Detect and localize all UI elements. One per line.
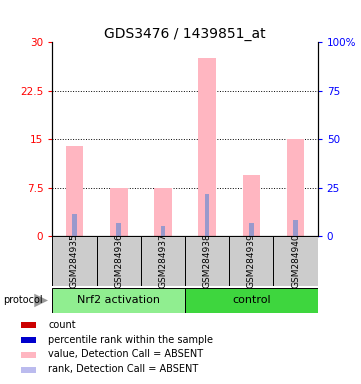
Bar — [21, 337, 36, 343]
Bar — [198, 58, 216, 236]
Text: GSM284940: GSM284940 — [291, 234, 300, 288]
Bar — [185, 236, 229, 286]
Bar — [21, 323, 36, 328]
Text: protocol: protocol — [4, 295, 43, 306]
Bar — [274, 236, 318, 286]
Text: Nrf2 activation: Nrf2 activation — [77, 295, 160, 306]
Bar — [185, 288, 318, 313]
Text: GSM284938: GSM284938 — [203, 234, 212, 288]
Bar — [205, 194, 209, 236]
Bar — [229, 236, 274, 286]
Text: GSM284939: GSM284939 — [247, 234, 256, 288]
Text: percentile rank within the sample: percentile rank within the sample — [48, 334, 213, 345]
Text: GSM284935: GSM284935 — [70, 234, 79, 288]
Bar — [21, 352, 36, 358]
Bar — [141, 236, 185, 286]
Bar — [110, 188, 127, 236]
Bar — [66, 146, 83, 236]
Text: control: control — [232, 295, 271, 306]
Text: GSM284937: GSM284937 — [158, 234, 168, 288]
Text: rank, Detection Call = ABSENT: rank, Detection Call = ABSENT — [48, 364, 199, 374]
Bar — [21, 367, 36, 373]
Bar — [117, 223, 121, 236]
Text: count: count — [48, 320, 76, 330]
Bar — [249, 223, 253, 236]
Bar — [287, 139, 304, 236]
Text: GSM284936: GSM284936 — [114, 234, 123, 288]
Bar — [97, 236, 141, 286]
Bar — [154, 188, 172, 236]
Bar — [52, 288, 185, 313]
Bar — [243, 175, 260, 236]
Bar — [72, 214, 77, 236]
Polygon shape — [34, 294, 48, 307]
Bar — [52, 236, 97, 286]
Text: value, Detection Call = ABSENT: value, Detection Call = ABSENT — [48, 349, 204, 359]
Bar — [293, 220, 298, 236]
Title: GDS3476 / 1439851_at: GDS3476 / 1439851_at — [104, 27, 266, 41]
Bar — [161, 227, 165, 236]
